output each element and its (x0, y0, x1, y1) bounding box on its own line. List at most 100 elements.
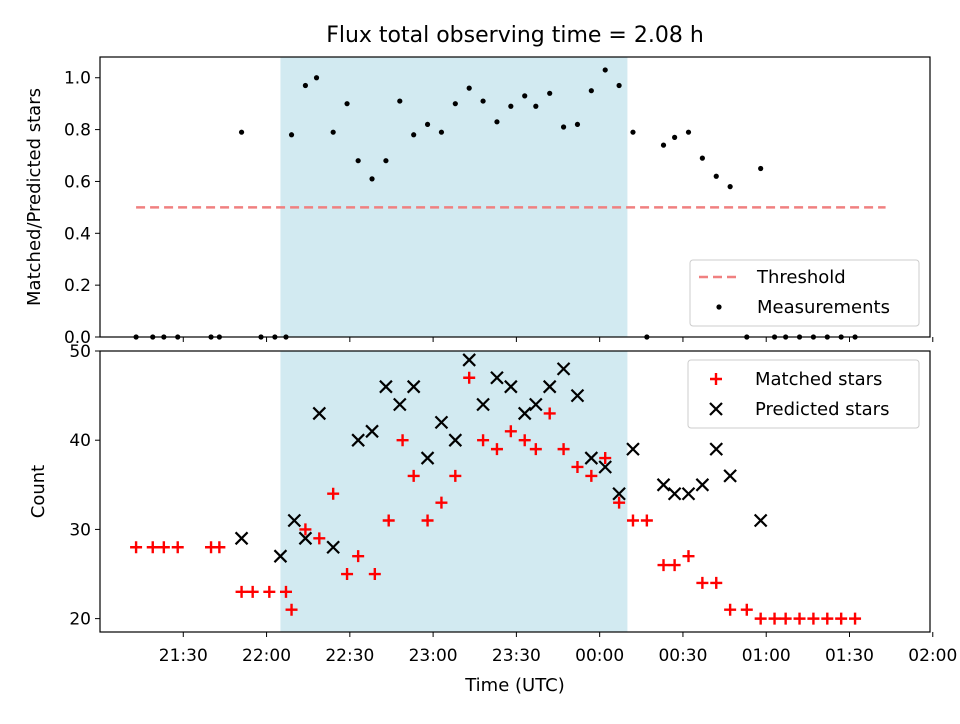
predicted-star-point (234, 531, 249, 546)
predicted-star-point (598, 460, 612, 474)
legend-measurements-label: Measurements (757, 297, 890, 318)
matched-star-point (626, 514, 639, 527)
predicted-star-point (753, 513, 768, 528)
predicted-star-point (326, 540, 340, 555)
measurement-point (383, 158, 389, 164)
predicted-star-point (529, 397, 543, 412)
predicted-star-point (681, 486, 696, 501)
matched-star-point (696, 576, 709, 589)
matched-star-point (543, 407, 556, 420)
x-tick-label: 01:30 (825, 646, 874, 666)
predicted-star-point (723, 469, 737, 483)
top-y-tick-label: 0.2 (64, 276, 91, 296)
measurement-point (288, 132, 295, 138)
x-tick-label: 22:30 (325, 646, 374, 666)
predicted-star-point (584, 451, 599, 465)
predicted-star-point (298, 531, 313, 546)
top-plot-frame (99, 56, 931, 338)
predicted-star-point (312, 406, 327, 421)
matched-star-point (710, 576, 723, 589)
measurement-point (522, 93, 528, 99)
top-y-axis-label: Matched/Predicted stars (24, 88, 45, 306)
matched-star-point (490, 443, 503, 456)
measurement-point (727, 184, 733, 190)
predicted-star-point (667, 486, 682, 501)
predicted-star-point (406, 379, 421, 394)
matched-star-point (171, 541, 184, 554)
matched-star-point (807, 612, 820, 625)
matched-star-point (285, 603, 298, 616)
predicted-star-point (695, 478, 710, 492)
measurement-point (494, 119, 500, 125)
measurement-point (238, 129, 245, 135)
legend-matched-swatch (710, 373, 722, 385)
x-tick-label: 23:00 (409, 646, 458, 666)
measurement-point (699, 155, 705, 161)
legend-matched-label: Matched stars (755, 369, 882, 390)
measurement-point (424, 121, 431, 128)
legend-threshold-label: Threshold (756, 267, 846, 288)
legend-predicted-swatch (709, 402, 723, 416)
predicted-star-point (504, 379, 518, 394)
matched-star-point (657, 559, 670, 572)
matched-star-point (341, 568, 354, 581)
predicted-star-point (351, 433, 365, 447)
measurement-point (616, 82, 622, 89)
measurement-point (466, 85, 472, 91)
predicted-star-point (612, 486, 626, 501)
bottom-y-tick-label: 30 (69, 520, 91, 540)
measurement-point (533, 103, 539, 109)
measurement-point (713, 173, 719, 179)
measurement-point (355, 158, 361, 164)
matched-star-point (130, 541, 143, 554)
matched-star-point (821, 612, 834, 625)
measurement-point (411, 132, 417, 138)
measurement-point (630, 129, 636, 135)
predicted-star-point (542, 379, 557, 394)
matched-star-point (299, 523, 312, 536)
bottom-y-tick-label: 50 (69, 342, 91, 362)
matched-star-point (313, 532, 326, 545)
bottom-panel-count: 20 30 40 50 21:30 22:00 22:30 23:00 23:30 00:00 00… (28, 342, 957, 666)
bottom-y-axis-label: Count (28, 465, 49, 518)
x-tick-label: 22:00 (242, 646, 291, 666)
x-axis-label: Time (UTC) (464, 675, 565, 696)
legend-predicted-label: Predicted stars (755, 399, 889, 420)
measurement-point (574, 121, 581, 128)
top-panel-ratio: 0.0 0.2 0.4 0.6 0.8 1.0 Matched/Predicted star… (24, 56, 934, 348)
measurement-point (302, 82, 309, 89)
x-tick-label: 21:30 (159, 646, 208, 666)
matched-star-point (529, 443, 542, 456)
matched-star-point (235, 585, 248, 598)
bottom-plot-frame (99, 350, 931, 633)
measurement-point (344, 101, 350, 107)
predicted-star-point (420, 451, 435, 465)
top-y-tick-label: 0.8 (64, 121, 91, 141)
matched-star-point (146, 541, 159, 554)
top-y-tick-label: 0.0 (64, 328, 91, 348)
measurement-point (588, 88, 594, 94)
measurement-point (602, 67, 608, 73)
predicted-star-point (476, 397, 490, 412)
matched-star-point (246, 585, 259, 598)
measurement-point (560, 124, 567, 130)
matched-star-point (585, 469, 598, 482)
matched-star-point (740, 603, 753, 616)
matched-star-point (157, 541, 170, 554)
measurement-point (758, 165, 764, 172)
matched-star-point (557, 443, 570, 456)
bottom-y-tick-label: 40 (69, 431, 91, 451)
measurement-point (660, 142, 667, 148)
matched-star-point (640, 514, 653, 527)
predicted-star-point (462, 353, 476, 367)
matched-star-point (368, 568, 381, 581)
measurement-point (330, 129, 336, 135)
top-y-tick-label: 0.6 (64, 172, 91, 192)
matched-star-point (754, 612, 767, 625)
measurement-point (508, 103, 514, 109)
matched-star-point (449, 469, 462, 482)
predicted-star-point (434, 415, 449, 430)
matched-star-point (477, 434, 490, 447)
